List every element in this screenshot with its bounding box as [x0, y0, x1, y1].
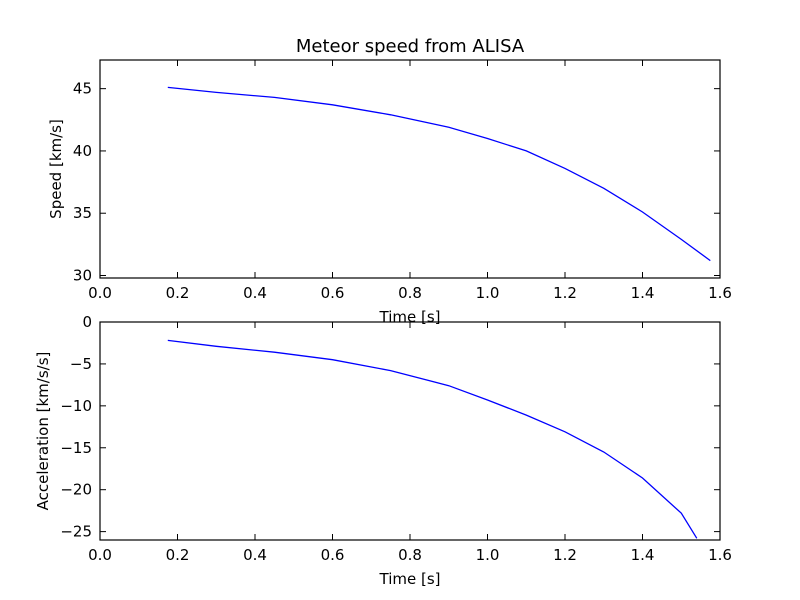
speed-ticks: 0.0 0.2 0.4 0.6 0.8 1.0 1.2 1.4 1.6 30 35 40 45 — [73, 60, 732, 302]
speed-y-tick-label: 45 — [73, 80, 92, 98]
acceleration-plot-frame — [99, 321, 721, 541]
speed-plot-frame — [99, 59, 721, 279]
acceleration-y-axis-title: Acceleration [km/s/s] — [34, 352, 52, 511]
acceleration-series-line — [167, 339, 698, 539]
speed-y-axis-title: Speed [km/s] — [47, 119, 65, 219]
acceleration-chart: Time [s] Acceleration [km/s/s] 0.0 0.2 0.4… — [34, 313, 732, 588]
acceleration-x-tick-label: 0.8 — [398, 546, 422, 564]
acceleration-x-tick-label: 0.0 — [88, 546, 112, 564]
acceleration-x-tick-label: 0.6 — [321, 546, 345, 564]
acceleration-y-tick-label: −15 — [60, 439, 92, 457]
acceleration-x-tick-label: 1.2 — [553, 546, 577, 564]
acceleration-x-axis-title: Time [s] — [379, 570, 441, 588]
speed-x-tick-label: 1.0 — [476, 284, 500, 302]
speed-x-tick-label: 1.6 — [708, 284, 732, 302]
acceleration-x-tick-label: 0.2 — [166, 546, 190, 564]
speed-x-tick-label: 0.8 — [398, 284, 422, 302]
speed-series-line — [167, 86, 711, 262]
speed-x-tick-label: 0.4 — [243, 284, 267, 302]
acceleration-y-tick-label: −10 — [60, 397, 92, 415]
acceleration-y-tick-label: −25 — [60, 523, 92, 541]
speed-chart: Meteor speed from ALISA Time [s] Speed [… — [47, 36, 732, 326]
speed-y-tick-label: 35 — [73, 204, 92, 222]
speed-x-tick-label: 0.6 — [321, 284, 345, 302]
acceleration-ticks: 0.0 0.2 0.4 0.6 0.8 1.0 1.2 1.4 1.6 0 −5 −10 −15 −20 −… — [60, 313, 732, 564]
speed-x-tick-label: 1.4 — [631, 284, 655, 302]
speed-y-tick-label: 40 — [73, 142, 92, 160]
acceleration-x-tick-label: 0.4 — [243, 546, 267, 564]
speed-chart-title: Meteor speed from ALISA — [296, 36, 525, 57]
speed-y-tick-label: 30 — [73, 267, 92, 285]
acceleration-x-tick-label: 1.6 — [708, 546, 732, 564]
speed-x-tick-label: 0.0 — [88, 284, 112, 302]
speed-x-tick-label: 0.2 — [166, 284, 190, 302]
acceleration-y-tick-label: −20 — [60, 481, 92, 499]
acceleration-x-tick-label: 1.0 — [476, 546, 500, 564]
speed-x-tick-label: 1.2 — [553, 284, 577, 302]
acceleration-y-tick-label: −5 — [70, 355, 92, 373]
acceleration-y-tick-label: 0 — [82, 313, 92, 331]
acceleration-x-tick-label: 1.4 — [631, 546, 655, 564]
